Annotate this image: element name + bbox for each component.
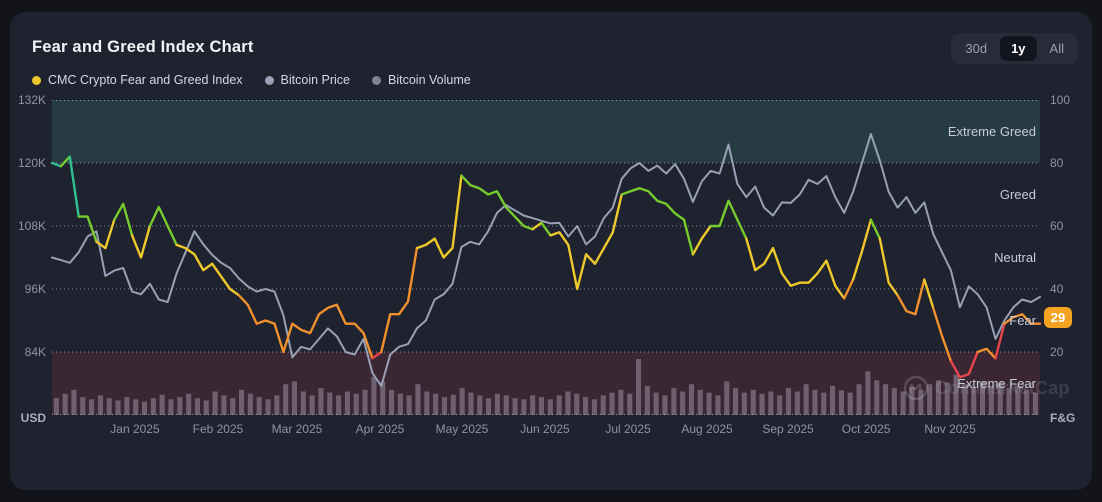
chart-canvas [50, 100, 1042, 415]
legend-item-2[interactable]: Bitcoin Volume [372, 73, 471, 87]
left-axis-tick: 108K [17, 219, 46, 233]
right-axis-unit-label: F&G [1050, 411, 1076, 425]
x-axis-label: Apr 2025 [355, 422, 405, 436]
right-axis-tick: 100 [1050, 93, 1071, 107]
legend-label: CMC Crypto Fear and Greed Index [48, 73, 243, 87]
x-axis-label: Jan 2025 [110, 422, 160, 436]
x-axis-label: Oct 2025 [841, 422, 891, 436]
legend-dot [32, 75, 41, 85]
range-button-all[interactable]: All [1039, 36, 1075, 61]
zone-label-extreme-fear: Extreme Fear [957, 375, 1036, 391]
x-axis-label: Jun 2025 [520, 422, 570, 436]
range-button-30d[interactable]: 30d [954, 36, 998, 61]
x-axis-label: May 2025 [435, 422, 489, 436]
right-axis-tick: 60 [1050, 219, 1064, 233]
current-value-badge: 29 [1044, 307, 1072, 328]
right-axis-tick: 40 [1050, 282, 1064, 296]
legend-dot [372, 75, 382, 85]
legend-label: Bitcoin Volume [388, 73, 471, 87]
zone-label-neutral: Neutral [994, 249, 1036, 265]
left-axis-tick: 132K [17, 93, 46, 107]
zone-label-fear: Fear [1009, 312, 1036, 328]
time-range-selector: 30d 1y All [951, 33, 1078, 64]
x-axis-label: Jul 2025 [605, 422, 651, 436]
x-axis-label: Mar 2025 [271, 422, 323, 436]
chart-title: Fear and Greed Index Chart [32, 38, 254, 56]
x-axis-label: Sep 2025 [762, 422, 814, 436]
zone-label-greed: Greed [999, 186, 1036, 202]
legend-dot [264, 75, 274, 85]
x-axis-label: Nov 2025 [924, 422, 976, 436]
chart-legend: CMC Crypto Fear and Greed Index Bitcoin P… [32, 73, 471, 87]
right-axis-tick: 80 [1050, 156, 1064, 170]
x-axis-label: Aug 2025 [681, 422, 733, 436]
zone-label-extreme-greed: Extreme Greed [947, 123, 1036, 139]
right-axis-tick: 20 [1050, 345, 1064, 359]
left-axis-tick: 84K [24, 345, 46, 359]
chart-plot-area[interactable]: Extreme Greed Greed Neutral Fear Extreme Fea… [50, 100, 1042, 415]
left-axis-unit-label: USD [20, 411, 46, 425]
left-axis-tick: 96K [24, 282, 46, 296]
legend-item-1[interactable]: Bitcoin Price [264, 73, 351, 87]
fear-greed-chart-card: Fear and Greed Index Chart 30d 1y All CMC … [10, 12, 1092, 490]
x-axis-label: Feb 2025 [192, 422, 244, 436]
legend-label: Bitcoin Price [280, 73, 351, 87]
legend-item-0[interactable]: CMC Crypto Fear and Greed Index [32, 73, 243, 87]
range-button-1y[interactable]: 1y [1000, 36, 1037, 61]
left-axis-tick: 120K [17, 156, 46, 170]
